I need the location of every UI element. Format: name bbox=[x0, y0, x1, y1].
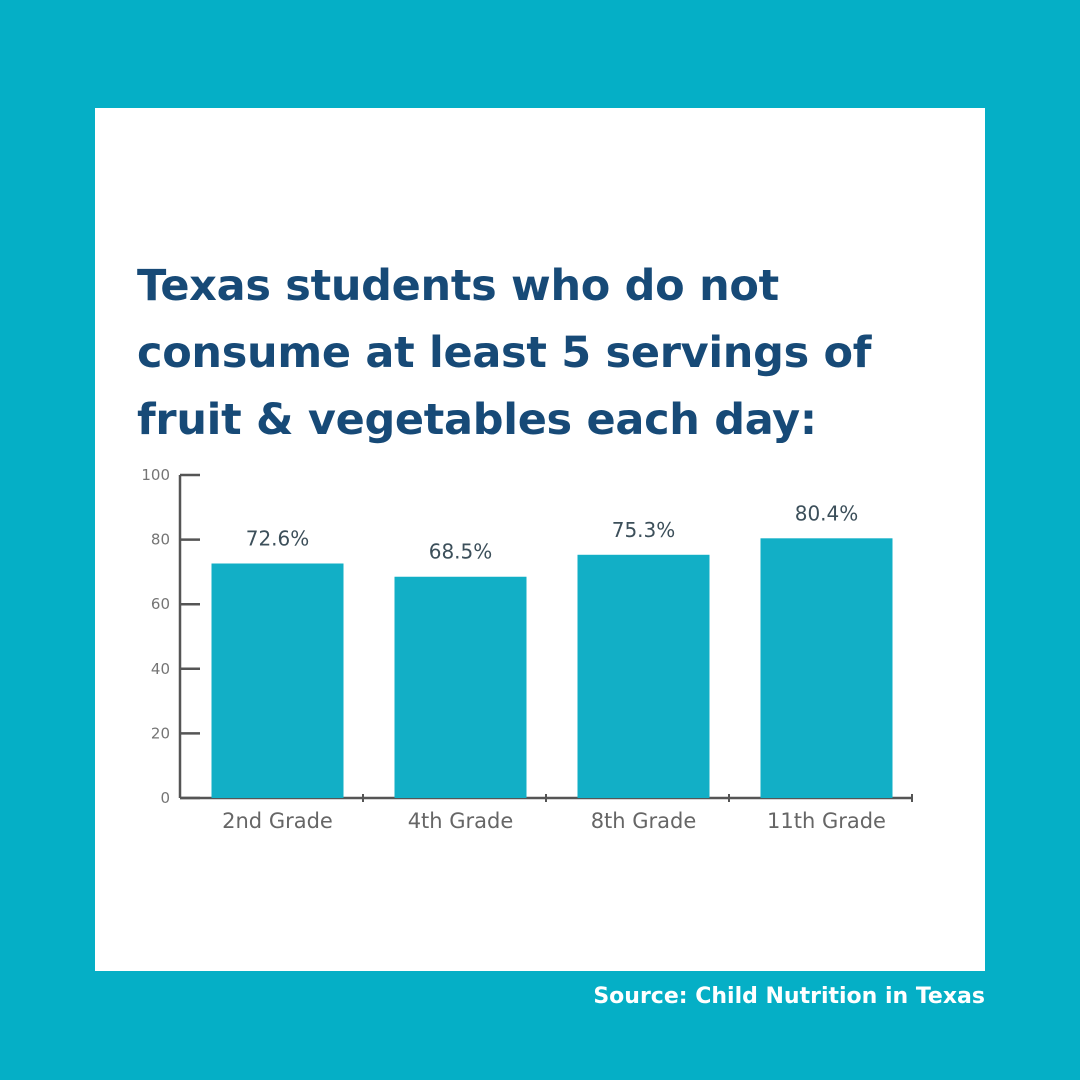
value-label: 80.4% bbox=[795, 501, 859, 525]
value-label: 68.5% bbox=[429, 540, 493, 564]
value-label: 72.6% bbox=[246, 527, 310, 551]
source-caption: Source: Child Nutrition in Texas bbox=[593, 984, 985, 1009]
y-tick-label: 20 bbox=[151, 724, 170, 742]
bars bbox=[211, 538, 893, 798]
y-tick-label: 0 bbox=[160, 789, 170, 807]
bar-2nd-grade bbox=[211, 563, 344, 798]
category-labels: 2nd Grade 4th Grade 8th Grade 11th Grade bbox=[222, 809, 886, 833]
y-tick-label: 80 bbox=[151, 531, 170, 549]
category-label: 4th Grade bbox=[408, 809, 514, 833]
value-label: 75.3% bbox=[612, 518, 676, 542]
y-tick-label: 60 bbox=[151, 595, 170, 613]
y-tick-label: 100 bbox=[141, 466, 170, 484]
value-labels: 72.6% 68.5% 75.3% 80.4% bbox=[246, 501, 859, 563]
category-label: 8th Grade bbox=[591, 809, 697, 833]
bar-4th-grade bbox=[394, 576, 527, 798]
category-label: 2nd Grade bbox=[222, 809, 333, 833]
y-tick-label: 40 bbox=[151, 660, 170, 678]
category-label: 11th Grade bbox=[767, 809, 886, 833]
bar-8th-grade bbox=[577, 554, 710, 798]
x-axis-ticks bbox=[362, 794, 913, 802]
bar-11th-grade bbox=[760, 538, 893, 798]
chart-title: Texas students who do not consume at lea… bbox=[137, 261, 872, 445]
y-axis-ticks: 0 20 40 60 80 100 bbox=[141, 466, 200, 807]
